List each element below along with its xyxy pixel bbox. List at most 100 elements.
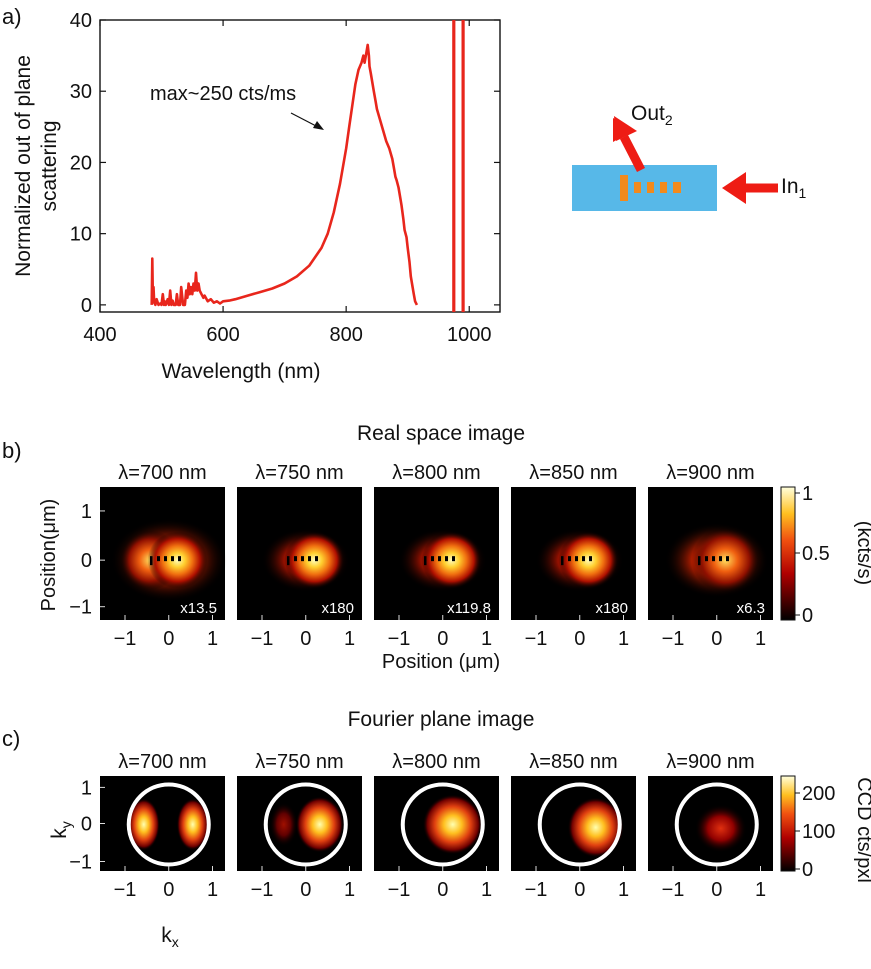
realspace-colorbar-tick-label: 0 [802,605,813,627]
realspace-grating-mark [712,556,715,562]
realspace-colorbar-tick-label: 0.5 [802,543,830,565]
tile-xtick-label: 1 [481,628,492,650]
realspace-grating-mark [726,556,729,562]
in-label-text: In [781,175,799,198]
tile-xtick-label: 1 [207,879,218,901]
spectrum-ylabel-line1: Normalized out of plane [12,55,35,277]
spectrum-ticks [99,19,500,312]
realspace-grating-mark [568,556,571,562]
spectrum-annotation: max~250 cts/ms [150,83,296,105]
numerical-aperture-circle [263,782,348,867]
spectrum-line [150,43,419,307]
spectrum-xtick-label: 1000 [447,324,492,346]
realspace-grating-mark [719,556,722,562]
output-arrow [613,116,646,173]
input-arrow [722,172,778,204]
realspace-grating-mark [445,556,448,562]
realspace-grating-mark [582,556,585,562]
realspace-grating-mark [171,556,174,562]
tile-xtick-label: −1 [662,879,685,901]
fourier-colorbar-label: CCD cts/pxl [853,777,871,883]
panel-b-label: b) [2,438,22,463]
realspace-tile-scale: x13.5 [180,600,217,617]
tile-xtick-label: 1 [344,628,355,650]
realspace-grating-mark [157,556,160,562]
realspace-colorbar-label: (kcts/s) [853,521,871,585]
fourier-colorbar-tick-label: 200 [802,783,835,805]
fourier-ylabel-sub: y [58,821,74,828]
realspace-tile: λ=750 nm x180 −1 0 1 [237,462,362,650]
fourier-lobe-right [176,798,209,851]
numerical-aperture-circle [126,782,211,867]
tile-xtick-label: −1 [525,879,548,901]
fourier-lobe [694,804,747,853]
realspace-grating-mark [178,556,181,562]
fourier-tile-wavelength: λ=700 nm [118,751,206,773]
realspace-tile: λ=900 nm x6.3 −1 0 1 [648,462,773,650]
tile-xtick-label: 0 [437,628,448,650]
spectrum-xtick-label: 400 [83,324,116,346]
tile-ytick-label: −1 [69,597,92,619]
realspace-grating-mark [287,556,290,566]
realspace-tile-scale: x180 [321,600,354,617]
fourier-lobe [422,794,483,855]
fourier-xlabel: kx [161,924,179,950]
numerical-aperture-circle [537,782,622,867]
realspace-grating-mark [705,556,708,562]
fourier-ylabel-base: k [48,828,71,839]
fourier-tile: λ=700 nm −1 0 1 1 0 −1 [69,751,225,901]
numerical-aperture-circle [674,782,759,867]
fourier-tile-wavelength: λ=900 nm [666,751,754,773]
spectrum-ytick-label: 0 [81,295,92,317]
realspace-xlabel: Position (μm) [382,651,500,673]
fourier-lobe [567,797,624,858]
tile-xtick-label: 0 [300,879,311,901]
tile-xtick-label: −1 [525,628,548,650]
tile-xtick-label: 0 [437,879,448,901]
fourier-colorbar: 200 100 0 CCD cts/pxl [780,775,871,883]
realspace-tile-scale: x119.8 [447,600,491,617]
realspace-core [147,531,208,589]
spectrum-ytick-label: 20 [70,152,92,174]
realspace-tile-scale: x180 [595,600,628,617]
realspace-tile-wavelength: λ=750 nm [255,462,343,484]
realspace-ylabel: Position(μm) [38,499,60,612]
out-label-sub: 2 [665,112,673,128]
fourier-tile: λ=750 nm −1 0 1 [237,751,362,901]
realspace-grating-mark [294,556,297,562]
realspace-grating-mark [698,556,701,566]
tile-ytick-label: 1 [81,501,92,523]
tile-xtick-label: −1 [114,628,137,650]
realspace-tile: λ=700 nm x13.5 −1 0 1 1 0 −1 [69,462,227,650]
realspace-grating-mark [424,556,427,566]
realspace-tile: λ=800 nm x119.8 −1 0 1 [374,462,499,650]
realspace-colorbar-ticks: 10.50 [795,483,830,627]
realspace-tile-wavelength: λ=900 nm [666,462,754,484]
spectrum-xtick-label: 600 [206,324,239,346]
realspace-core [421,531,482,589]
fourier-lobe-left [269,802,298,847]
tile-xtick-label: 1 [481,879,492,901]
fourier-colorbar-tick-label: 0 [802,859,813,881]
tile-xtick-label: 0 [711,628,722,650]
tile-xtick-label: 1 [755,879,766,901]
realspace-grating-mark [561,556,564,566]
tile-ytick-label: −1 [69,852,92,874]
realspace-grating-mark [315,556,318,562]
device-schematic: Out2 In1 [572,102,807,211]
fourier-tile: λ=900 nm −1 0 1 [648,751,773,901]
out-label: Out2 [631,102,673,128]
fourier-tile-wavelength: λ=750 nm [255,751,343,773]
tile-xtick-label: 0 [574,628,585,650]
realspace-grating-mark [164,556,167,562]
fourier-tile-wavelength: λ=800 nm [392,751,480,773]
annotation-arrow [290,112,324,130]
realspace-tile: λ=850 nm x180 −1 0 1 [511,462,636,650]
tile-ytick-label: 0 [81,814,92,836]
fourier-title: Fourier plane image [348,708,535,731]
tile-xtick-label: −1 [388,628,411,650]
tile-xtick-label: 0 [163,879,174,901]
fourier-tile-wavelength: λ=850 nm [529,751,617,773]
fourier-colorbar-tick-label: 100 [802,821,835,843]
spectrum-xlabel: Wavelength (nm) [161,360,320,383]
